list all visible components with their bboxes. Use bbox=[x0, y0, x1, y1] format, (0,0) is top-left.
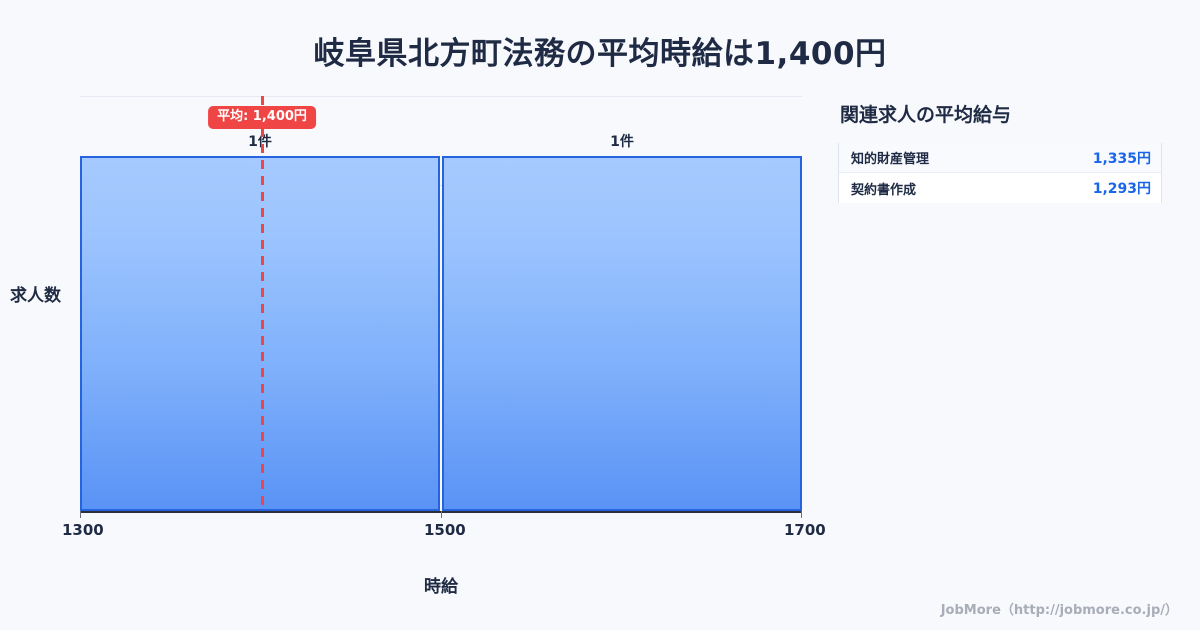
related-salary-panel: 関連求人の平均給与 知的財産管理 1,335円 契約書作成 1,293円 bbox=[838, 100, 1162, 203]
x-tick-label-1500: 1500 bbox=[424, 521, 466, 539]
x-tickmark-1500 bbox=[441, 511, 442, 518]
x-tickmark-1300 bbox=[80, 511, 81, 518]
x-tick-label-1700: 1700 bbox=[784, 521, 826, 539]
related-salary-table: 知的財産管理 1,335円 契約書作成 1,293円 bbox=[838, 143, 1162, 203]
bar-1500[interactable] bbox=[442, 156, 802, 511]
footer-credit: JobMore（http://jobmore.co.jp/） bbox=[940, 603, 1178, 618]
x-tickmark-1700 bbox=[801, 511, 802, 518]
table-row-label: 知的財産管理 bbox=[851, 152, 930, 167]
page-title: 岐阜県北方町法務の平均時給は1,400円 bbox=[313, 36, 887, 72]
x-tick-label-1300: 1300 bbox=[62, 521, 104, 539]
table-row-value: 1,293円 bbox=[1092, 181, 1151, 197]
chart-plot-area: 1件 1件 平均: 1,400円 bbox=[80, 96, 802, 511]
y-axis-title: 求人数 bbox=[10, 286, 61, 306]
gridline-top bbox=[80, 96, 802, 97]
bar-label-1500: 1件 bbox=[610, 134, 634, 150]
table-row[interactable]: 契約書作成 1,293円 bbox=[839, 173, 1161, 203]
related-salary-title: 関連求人の平均給与 bbox=[840, 104, 1012, 126]
gridline-mid bbox=[80, 185, 802, 186]
table-row-label: 契約書作成 bbox=[851, 182, 917, 198]
table-row-value: 1,335円 bbox=[1092, 150, 1151, 167]
average-badge: 平均: 1,400円 bbox=[208, 106, 316, 130]
bar-1300[interactable] bbox=[80, 156, 440, 511]
bar-label-1300: 1件 bbox=[248, 134, 272, 150]
average-line-marker bbox=[261, 96, 264, 511]
table-row[interactable]: 知的財産管理 1,335円 bbox=[839, 143, 1161, 173]
x-axis-title: 時給 bbox=[424, 577, 458, 597]
